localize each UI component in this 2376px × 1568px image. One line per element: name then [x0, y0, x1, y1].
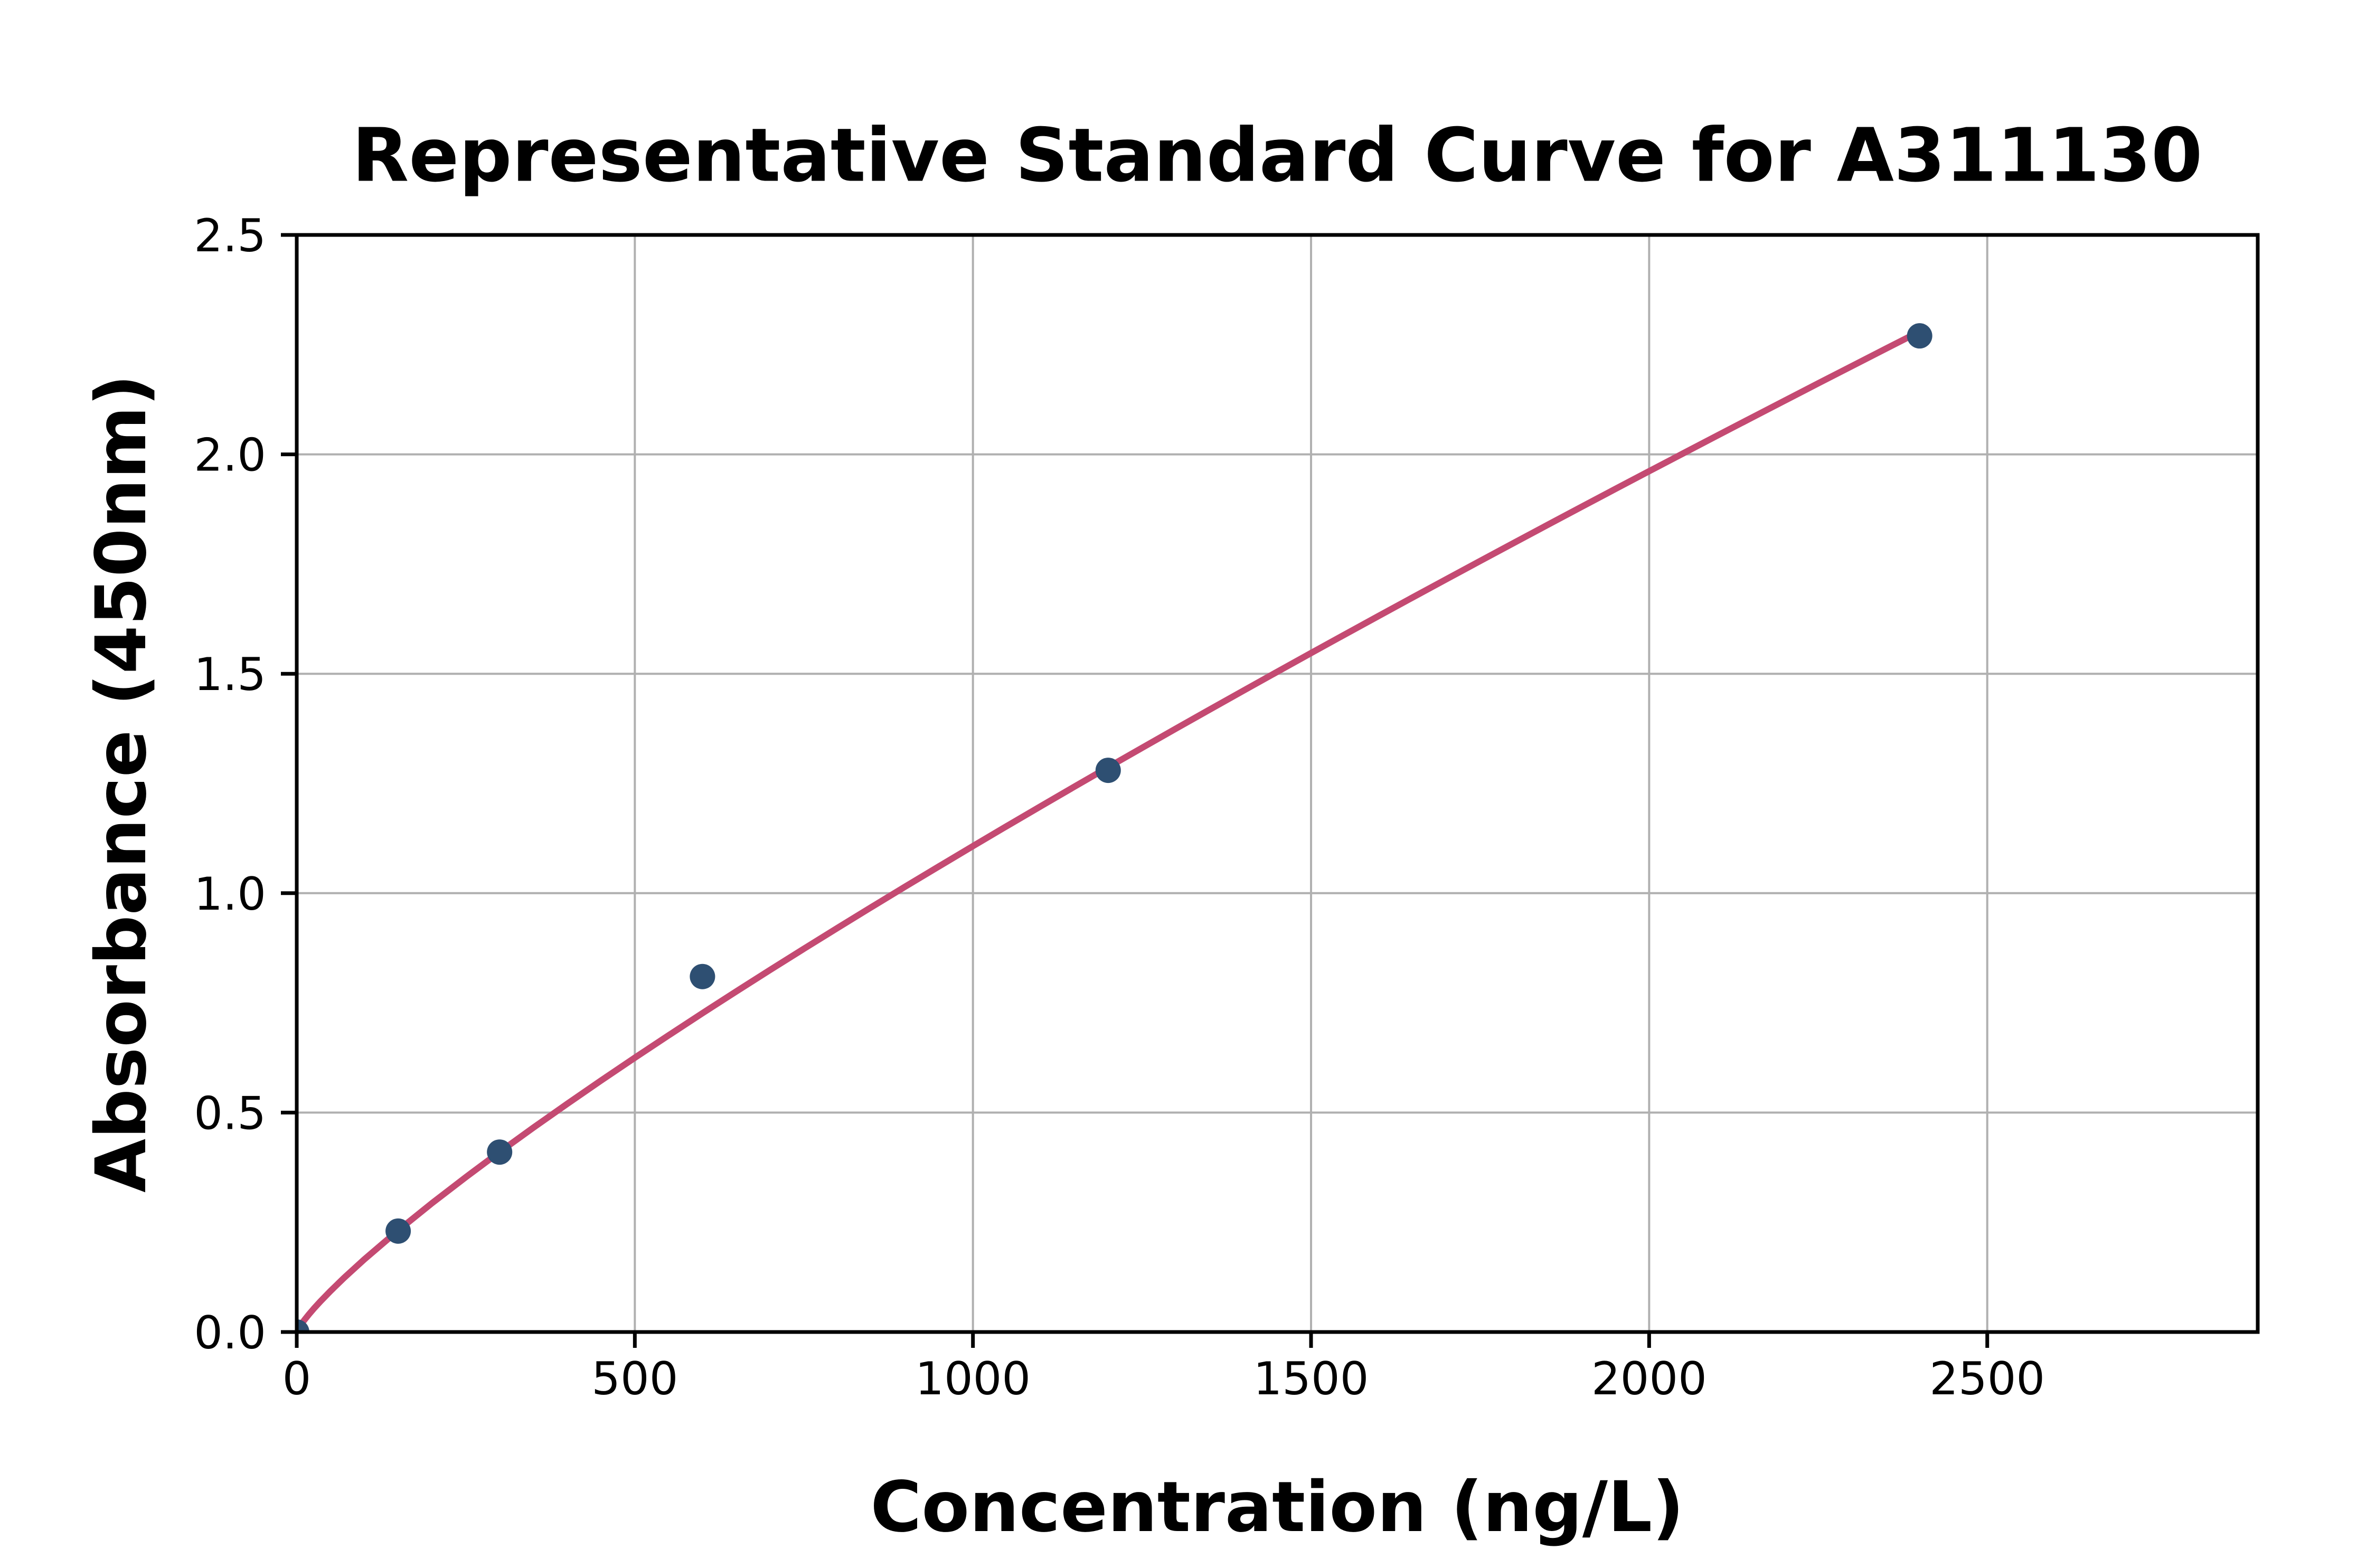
data-point — [385, 1218, 411, 1244]
fit-curve — [297, 328, 1923, 1332]
x-tick-label: 1500 — [1253, 1353, 1369, 1405]
y-tick-label: 0.0 — [194, 1307, 266, 1359]
data-point — [1095, 758, 1121, 783]
x-tick-label: 500 — [591, 1353, 678, 1405]
y-tick-label: 0.5 — [194, 1087, 266, 1140]
x-tick-label: 2500 — [1929, 1353, 2045, 1405]
data-point — [297, 1319, 309, 1332]
x-axis-label: Concentration (ng/L) — [870, 1467, 1684, 1548]
chart-title: Representative Standard Curve for A31113… — [352, 112, 2203, 199]
y-axis-label: Absorbance (450nm) — [81, 374, 162, 1193]
y-tick-label: 2.5 — [194, 210, 266, 262]
y-tick-label: 1.5 — [194, 648, 266, 701]
y-tick-label: 2.0 — [194, 429, 266, 482]
y-tick-label: 1.0 — [194, 868, 266, 921]
x-tick-label: 0 — [282, 1353, 312, 1405]
x-tick-label: 1000 — [915, 1353, 1031, 1405]
x-tick-label: 2000 — [1591, 1353, 1707, 1405]
data-layer — [297, 323, 1932, 1332]
data-point — [690, 964, 715, 989]
data-point — [1907, 323, 1932, 349]
data-point — [487, 1139, 513, 1165]
plot-frame — [295, 233, 2260, 1334]
